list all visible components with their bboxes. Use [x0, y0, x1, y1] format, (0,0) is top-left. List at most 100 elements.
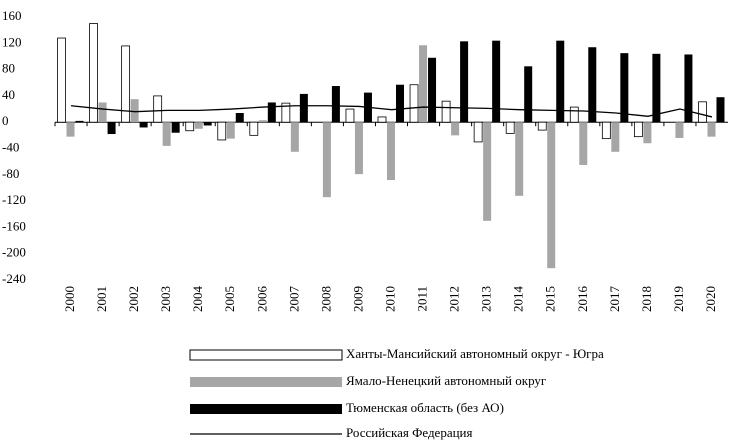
bar — [258, 120, 267, 123]
bar — [203, 122, 212, 126]
x-tick-label: 2003 — [158, 286, 173, 312]
bar — [139, 122, 148, 128]
x-tick-label: 2008 — [318, 286, 333, 312]
bar — [473, 121, 483, 143]
bar — [547, 122, 556, 269]
bar — [235, 112, 244, 123]
bar — [409, 84, 419, 123]
bar — [460, 41, 469, 123]
y-tick-label: 40 — [2, 87, 15, 102]
bar — [377, 116, 387, 123]
bar — [396, 84, 404, 123]
y-tick-label: 160 — [2, 8, 22, 23]
legend-label: Ханты-Мансийский автономный округ - Югра — [346, 346, 604, 361]
bar — [171, 122, 180, 133]
bar — [620, 53, 629, 123]
x-tick-label: 2017 — [607, 286, 622, 313]
bar — [579, 122, 588, 165]
x-tick-label: 2011 — [415, 286, 430, 312]
bar — [107, 122, 116, 135]
bar — [505, 121, 515, 134]
bar — [428, 57, 437, 123]
bar — [524, 66, 533, 123]
bar — [130, 99, 139, 123]
x-tick-label: 2012 — [447, 286, 462, 312]
bar — [716, 97, 725, 123]
bar — [387, 122, 395, 181]
legend-label: Тюменская область (без АО) — [346, 400, 504, 415]
bar — [684, 54, 693, 123]
bar — [162, 122, 171, 146]
bar — [601, 121, 611, 140]
bar — [98, 102, 107, 123]
bar — [633, 121, 643, 138]
y-tick-label: 80 — [2, 61, 15, 76]
bar — [331, 86, 340, 123]
x-tick-label: 2001 — [94, 286, 109, 312]
y-tick-label: -160 — [2, 218, 26, 233]
x-tick-label: 2006 — [254, 286, 269, 313]
x-tick-label: 2010 — [382, 286, 397, 312]
bar — [537, 121, 547, 131]
x-tick-label: 2004 — [190, 286, 205, 313]
x-tick-label: 2014 — [511, 286, 526, 313]
x-tick-label: 2013 — [479, 286, 494, 312]
y-tick-label: -80 — [2, 166, 19, 181]
bar — [515, 122, 524, 196]
bar — [226, 122, 235, 139]
y-tick-label: -240 — [2, 271, 26, 286]
x-tick-label: 2000 — [62, 286, 77, 312]
bar — [322, 122, 331, 198]
bar — [153, 95, 163, 123]
x-tick-label: 2019 — [671, 286, 686, 312]
x-tick-label: 2005 — [222, 286, 237, 312]
x-tick-label: 2009 — [350, 286, 365, 312]
legend-swatch — [190, 404, 342, 414]
bar — [483, 122, 492, 221]
bar — [267, 102, 276, 123]
bar — [492, 40, 501, 123]
legend-label: Российская Федерация — [346, 425, 473, 440]
x-tick-label: 2007 — [286, 286, 301, 313]
bar — [588, 47, 597, 123]
legend-swatch — [189, 349, 343, 361]
x-tick-label: 2020 — [703, 286, 718, 312]
bar — [57, 37, 66, 123]
bar — [290, 122, 299, 152]
y-tick-label: -40 — [2, 139, 19, 154]
legend-swatch — [190, 377, 342, 387]
x-tick-label: 2015 — [543, 286, 558, 312]
y-tick-label: 120 — [2, 34, 22, 49]
bar — [185, 121, 195, 132]
line-series — [70, 105, 713, 118]
bar — [675, 122, 684, 138]
bar — [345, 108, 355, 123]
bar — [569, 106, 579, 123]
bar — [75, 120, 84, 123]
bar — [281, 102, 291, 123]
bar — [698, 101, 707, 123]
bar — [249, 121, 259, 136]
bar — [299, 93, 308, 123]
bar — [707, 122, 716, 137]
bar — [419, 45, 428, 123]
bar — [217, 121, 227, 141]
bar — [89, 23, 98, 123]
y-tick-label: -200 — [2, 245, 26, 260]
bar — [652, 53, 661, 123]
y-tick-label: 0 — [2, 113, 9, 128]
bar — [194, 122, 203, 129]
x-tick-label: 2018 — [639, 286, 654, 312]
x-tick-label: 2016 — [575, 286, 590, 313]
legend-label: Ямало-Ненецкий автономный округ — [346, 373, 546, 388]
bar — [451, 122, 460, 136]
bar — [556, 40, 565, 123]
y-tick-label: -120 — [2, 192, 26, 207]
bar — [66, 122, 75, 137]
bar — [611, 122, 620, 152]
bar — [121, 45, 131, 123]
bar — [643, 122, 652, 144]
bar — [441, 100, 451, 123]
bar — [354, 122, 363, 175]
